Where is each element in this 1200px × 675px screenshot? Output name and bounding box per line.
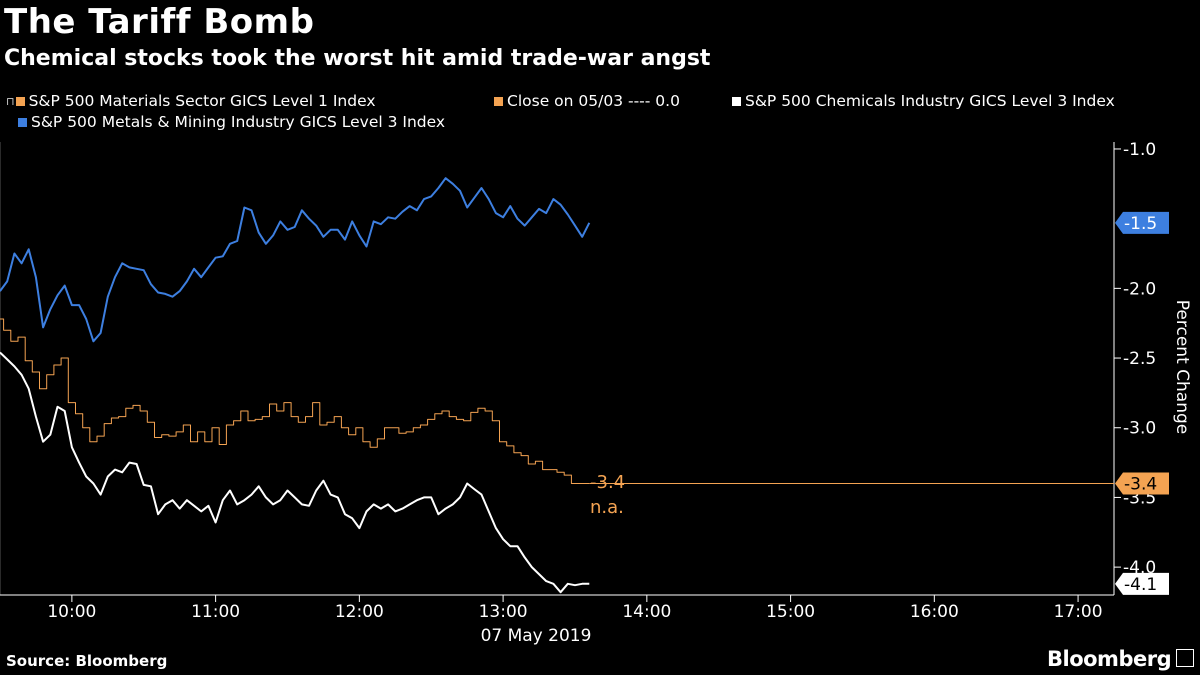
chart-subtitle: Chemical stocks took the worst hit amid … <box>4 46 711 71</box>
y-tick-label: -3.0 <box>1123 419 1156 439</box>
y-tick-label: -2.5 <box>1123 349 1156 369</box>
y-axis-ticks: -1.0-2.0-2.5-3.0-3.5-4.0 <box>1114 140 1156 578</box>
bloomberg-terminal-icon <box>1176 649 1194 667</box>
legend-marker-icon: ⊓ <box>6 95 15 108</box>
x-axis-ticks: 10:00 11:00 12:00 13:00 14:00 15:00 16:00 17:00 <box>47 595 1103 622</box>
legend-item-materials[interactable]: ⊓ S&P 500 Materials Sector GICS Level 1 … <box>6 91 376 112</box>
legend-swatch-materials <box>15 97 25 106</box>
end-labels: -1.5 -3.4 -4.1 <box>1115 211 1169 595</box>
annotation-value: -3.4 <box>590 472 625 493</box>
x-tick-label: 12:00 <box>335 602 384 622</box>
end-tag-chemicals-industry <box>1115 572 1169 595</box>
y-tick-label: -2.0 <box>1123 279 1156 299</box>
chart-title: The Tariff Bomb <box>4 2 315 42</box>
x-tick-label: 13:00 <box>479 602 528 622</box>
legend-swatch-metals <box>18 118 27 127</box>
series-line-materials-sector <box>0 318 590 484</box>
end-tag-label-chemicals-industry: -4.1 <box>1124 575 1157 595</box>
x-tick-label: 16:00 <box>910 602 959 622</box>
x-tick-label: 10:00 <box>47 602 96 622</box>
end-tag-label-metals-mining: -1.5 <box>1124 214 1157 234</box>
x-tick-label: 15:00 <box>766 602 815 622</box>
legend-label-close: Close on 05/03 ---- 0.0 <box>507 92 680 110</box>
legend-swatch-close <box>494 97 503 106</box>
x-tick-label: 17:00 <box>1054 602 1103 622</box>
legend-item-chemicals[interactable]: S&P 500 Chemicals Industry GICS Level 3 … <box>732 91 1115 112</box>
series-line-chemicals-industry <box>0 351 590 594</box>
legend-swatch-chemicals <box>732 97 741 106</box>
legend-item-metals[interactable]: S&P 500 Metals & Mining Industry GICS Le… <box>18 112 445 133</box>
brand-logo: Bloomberg <box>1047 647 1172 671</box>
legend-label-materials: S&P 500 Materials Sector GICS Level 1 In… <box>28 92 376 110</box>
end-tag-label-materials-sector: -3.4 <box>1124 474 1157 494</box>
x-axis-date-label: 07 May 2019 <box>481 626 592 646</box>
legend-label-chemicals: S&P 500 Chemicals Industry GICS Level 3 … <box>745 92 1115 110</box>
end-tag-materials-sector <box>1115 472 1169 495</box>
end-tag-metals-mining <box>1115 211 1169 234</box>
legend-label-metals: S&P 500 Metals & Mining Industry GICS Le… <box>31 113 446 131</box>
x-tick-label: 14:00 <box>622 602 671 622</box>
y-tick-label: -1.0 <box>1123 140 1156 160</box>
annotation-note: n.a. <box>590 497 624 518</box>
y-axis-label: Percent Change <box>1172 300 1192 434</box>
legend-item-close[interactable]: Close on 05/03 ---- 0.0 <box>494 91 680 112</box>
series-layer <box>0 177 1114 594</box>
source-note: Source: Bloomberg <box>6 652 168 670</box>
x-tick-label: 11:00 <box>191 602 240 622</box>
series-line-metals-mining <box>0 177 591 343</box>
